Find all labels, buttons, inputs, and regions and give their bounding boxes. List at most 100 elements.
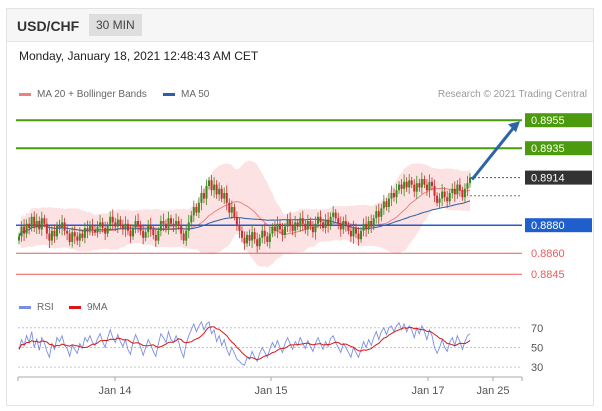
rsi-tick-50: 50 xyxy=(531,342,543,354)
candle-body xyxy=(109,216,112,226)
candle-body xyxy=(400,184,403,189)
candle-body xyxy=(291,225,294,231)
candle-body xyxy=(33,216,36,227)
candle-body xyxy=(104,228,107,234)
candle-body xyxy=(116,219,119,227)
candle-body xyxy=(152,229,155,235)
legend-rsi: RSI xyxy=(19,302,54,313)
rsi-swatch xyxy=(19,305,31,309)
candle-body xyxy=(301,218,304,224)
candle-body xyxy=(220,188,223,199)
candle-body xyxy=(162,221,165,224)
candle-body xyxy=(349,230,352,237)
legend-ma9-label: 9MA xyxy=(87,302,108,313)
candle-body xyxy=(48,233,51,241)
instrument-title: USD/CHF xyxy=(17,18,80,34)
candle-body xyxy=(425,184,428,191)
legend-ma9: 9MA xyxy=(69,302,108,313)
candle-body xyxy=(195,207,198,213)
candle-body xyxy=(63,222,66,231)
candle-body xyxy=(213,184,216,191)
candle-body xyxy=(129,230,132,237)
candle-body xyxy=(76,236,79,241)
candle-body xyxy=(248,235,251,241)
candle-body xyxy=(149,225,152,230)
candle-body xyxy=(319,216,322,223)
candle-body xyxy=(380,208,383,217)
x-tick-label: Jan 14 xyxy=(98,385,131,397)
level-badge-0.8935 xyxy=(525,141,592,156)
candle-body xyxy=(238,225,241,231)
candle-body xyxy=(23,226,26,234)
candle-body xyxy=(258,237,261,247)
candle-body xyxy=(463,188,466,198)
candle-body xyxy=(327,219,330,226)
candle-body xyxy=(316,216,319,224)
candle-body xyxy=(261,230,264,238)
candle-body xyxy=(458,184,461,191)
candle-body xyxy=(370,221,373,227)
candle-body xyxy=(114,222,117,227)
forecast-arrow-head xyxy=(508,121,520,133)
level-badge-0.8914 xyxy=(525,170,592,185)
candle-body xyxy=(324,219,327,228)
candle-body xyxy=(418,183,421,188)
candle-body xyxy=(405,181,408,188)
candle-body xyxy=(58,225,61,228)
candle-body xyxy=(337,218,340,224)
candle-body xyxy=(446,197,449,202)
candle-body xyxy=(40,218,43,230)
candle-body xyxy=(35,221,38,227)
timeframe-badge[interactable]: 30 MIN xyxy=(89,14,142,36)
candle-body xyxy=(362,223,365,231)
candle-body xyxy=(309,221,312,227)
candles-group xyxy=(18,172,471,253)
forecast-arrow-shaft xyxy=(470,126,516,181)
level-label-0.8845: 0.8845 xyxy=(531,269,565,281)
candle-body xyxy=(415,183,418,192)
candle-body xyxy=(139,225,142,231)
candle-body xyxy=(159,221,162,231)
candle-body xyxy=(182,233,185,241)
candle-body xyxy=(286,219,289,227)
candle-body xyxy=(456,184,459,195)
legend-rsi-label: RSI xyxy=(37,302,54,313)
candle-body xyxy=(438,198,441,203)
candle-body xyxy=(352,228,355,237)
candle-body xyxy=(233,207,236,217)
candle-body xyxy=(38,221,41,230)
candle-body xyxy=(271,226,274,234)
candle-body xyxy=(403,181,406,189)
rsi-tick-70: 70 xyxy=(531,323,543,335)
candle-body xyxy=(367,221,370,230)
candle-body xyxy=(251,232,254,241)
legend-ma-bb: MA 20 + Bollinger Bands xyxy=(19,89,147,100)
candle-body xyxy=(210,180,213,191)
candle-body xyxy=(28,223,31,228)
candle-body xyxy=(430,181,433,186)
candle-body xyxy=(390,193,393,199)
candle-body xyxy=(344,221,347,226)
candle-body xyxy=(306,221,309,230)
candle-body xyxy=(342,221,345,230)
x-tick-label: Jan 25 xyxy=(476,385,509,397)
ma9-swatch xyxy=(69,305,81,309)
candle-body xyxy=(208,180,211,186)
candle-body xyxy=(73,232,76,237)
candle-body xyxy=(225,193,228,203)
candle-body xyxy=(240,230,243,238)
candle-body xyxy=(377,211,380,217)
legend-ma50: MA 50 xyxy=(163,89,209,100)
candle-body xyxy=(147,225,150,233)
candle-body xyxy=(296,222,299,227)
candle-body xyxy=(332,212,335,217)
candle-body xyxy=(81,233,84,238)
level-badge-0.8955 xyxy=(525,113,592,128)
chart-header: USD/CHF 30 MIN xyxy=(7,9,593,42)
candle-body xyxy=(453,188,456,195)
candle-body xyxy=(25,223,28,234)
candle-body xyxy=(20,226,23,237)
candle-body xyxy=(448,193,451,202)
candle-body xyxy=(433,186,436,196)
